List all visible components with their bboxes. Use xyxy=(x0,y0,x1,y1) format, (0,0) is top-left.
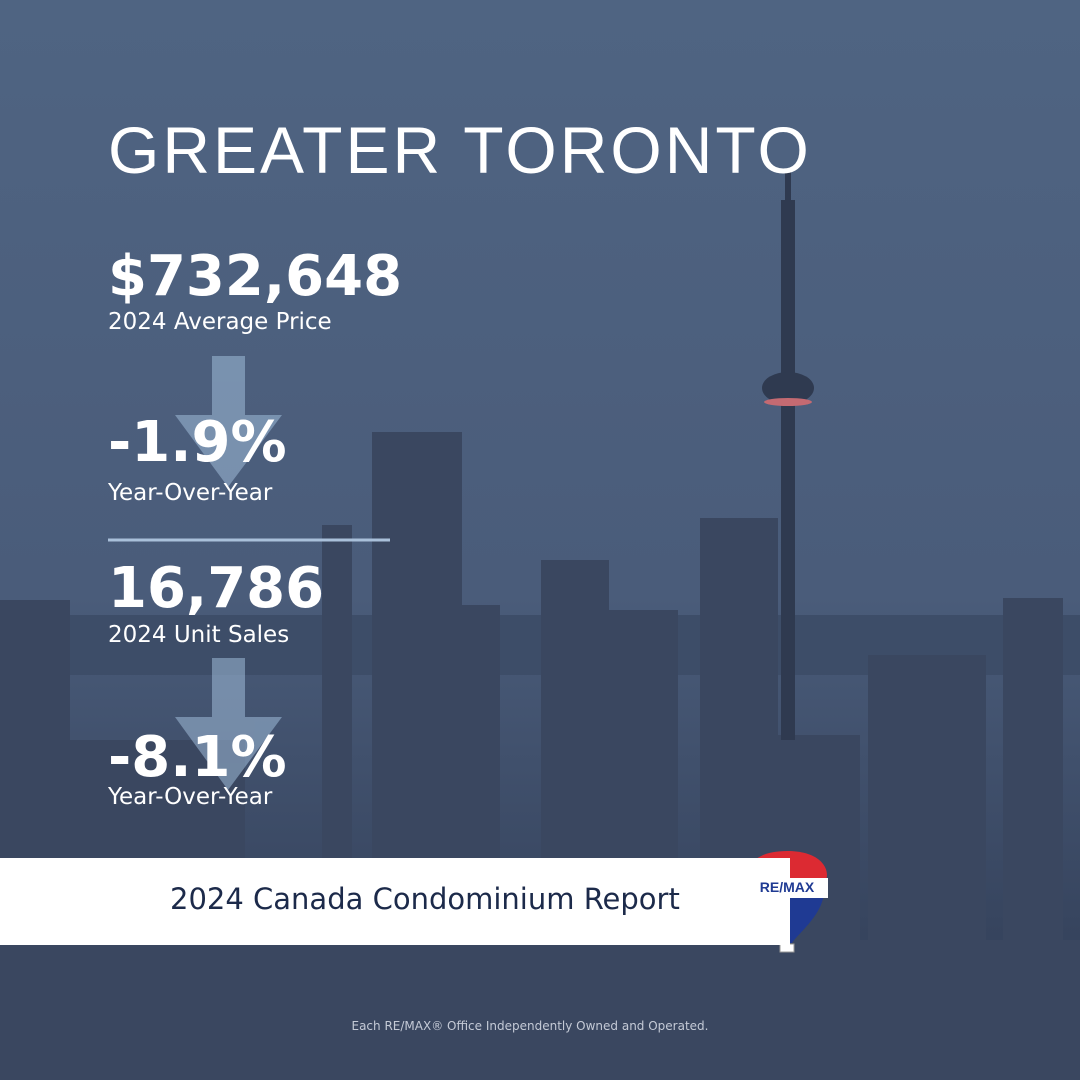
stat-label: 2024 Average Price xyxy=(108,309,332,335)
stat-change: -8.1% xyxy=(108,725,287,790)
banner-text: 2024 Canada Condominium Report xyxy=(170,882,680,916)
footer: Each RE/MAX® Office Independently Owned … xyxy=(351,1019,709,1033)
stat-value: 16,786 xyxy=(108,556,325,621)
change-label: Year-Over-Year xyxy=(108,784,273,810)
stat-change: -1.9% xyxy=(108,410,287,475)
logo-text: RE/MAX xyxy=(759,879,815,895)
stat-label: 2024 Unit Sales xyxy=(108,622,290,648)
change-label: Year-Over-Year xyxy=(108,480,273,506)
banner xyxy=(0,858,790,945)
title: GREATER TORONTO xyxy=(108,113,812,187)
stat-value: $732,648 xyxy=(108,244,403,309)
